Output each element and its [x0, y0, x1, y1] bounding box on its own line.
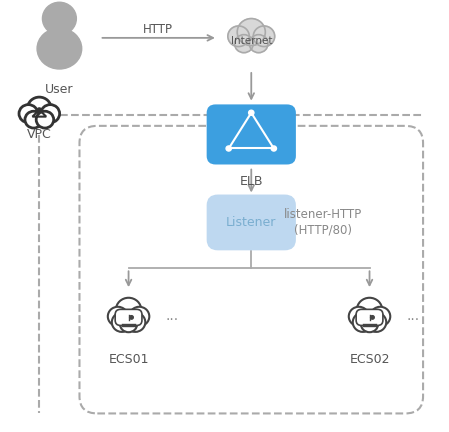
Circle shape: [116, 298, 141, 322]
Circle shape: [36, 111, 54, 128]
Circle shape: [249, 110, 254, 115]
Circle shape: [19, 105, 38, 123]
Circle shape: [361, 315, 378, 332]
Circle shape: [237, 19, 265, 46]
Circle shape: [271, 146, 277, 151]
Text: Internet: Internet: [230, 36, 272, 46]
Circle shape: [249, 35, 268, 53]
Circle shape: [234, 35, 253, 53]
Ellipse shape: [37, 28, 82, 69]
Circle shape: [253, 26, 275, 47]
Text: ELB: ELB: [239, 175, 263, 188]
Text: ECS02: ECS02: [349, 353, 390, 366]
Text: HTTP: HTTP: [143, 23, 172, 36]
Circle shape: [366, 313, 386, 332]
FancyBboxPatch shape: [207, 105, 296, 165]
Circle shape: [226, 146, 231, 151]
Circle shape: [129, 307, 150, 326]
Text: ...: ...: [406, 309, 419, 323]
Circle shape: [43, 2, 76, 35]
Circle shape: [27, 97, 51, 120]
Circle shape: [370, 307, 390, 326]
Text: User: User: [45, 83, 74, 96]
Circle shape: [41, 105, 60, 123]
Text: ECS01: ECS01: [108, 353, 149, 366]
FancyBboxPatch shape: [207, 194, 296, 250]
Circle shape: [25, 111, 43, 128]
Text: Listener: Listener: [226, 216, 277, 229]
Circle shape: [228, 26, 249, 47]
Text: VPC: VPC: [27, 128, 52, 141]
Circle shape: [125, 313, 145, 332]
FancyBboxPatch shape: [115, 309, 142, 325]
Circle shape: [349, 307, 369, 326]
Circle shape: [370, 316, 374, 319]
Text: listener-HTTP
(HTTP/80): listener-HTTP (HTTP/80): [284, 208, 362, 236]
Circle shape: [112, 313, 132, 332]
Circle shape: [353, 313, 373, 332]
Circle shape: [357, 298, 382, 322]
FancyBboxPatch shape: [356, 309, 383, 325]
Circle shape: [108, 307, 128, 326]
Text: ...: ...: [165, 309, 179, 323]
Circle shape: [120, 315, 137, 332]
Circle shape: [37, 108, 41, 111]
Circle shape: [130, 316, 133, 319]
